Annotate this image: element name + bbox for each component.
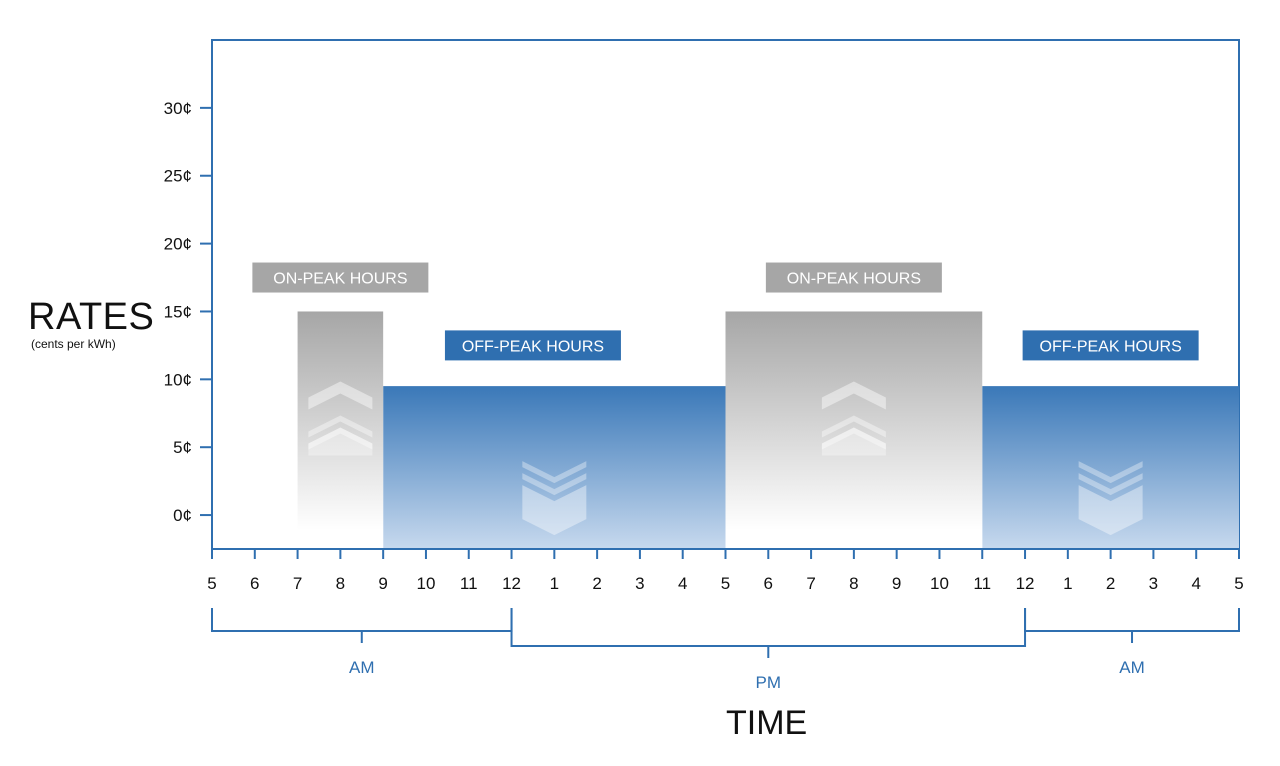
x-tick-label: 8	[849, 574, 858, 593]
off-peak-label-box	[1022, 330, 1199, 361]
x-tick-label: 10	[930, 574, 949, 593]
down-chevron-icon	[522, 473, 587, 496]
on-peak-band-0	[297, 311, 384, 549]
y-tick-label: 25¢	[164, 167, 192, 186]
up-chevron-icon	[308, 381, 373, 410]
up-chevron-icon	[821, 415, 886, 438]
x-tick-label: 5	[207, 574, 216, 593]
y-tick-label: 5¢	[173, 438, 192, 457]
x-tick-label: 3	[1149, 574, 1158, 593]
y-tick-label: 30¢	[164, 99, 192, 118]
y-axis-subtitle: (cents per kWh)	[31, 337, 116, 351]
x-tick-label: 4	[678, 574, 687, 593]
y-tick-label: 0¢	[173, 506, 192, 525]
x-tick-label: 9	[892, 574, 901, 593]
period-bracket-1	[510, 608, 1027, 647]
x-tick-label: 2	[592, 574, 601, 593]
on-peak-label: ON-PEAK HOURS	[787, 271, 921, 288]
period-bracket-2	[1024, 608, 1240, 632]
x-tick-label: 4	[1191, 574, 1200, 593]
on-peak-label-box	[765, 262, 942, 293]
x-tick-label: 12	[502, 574, 521, 593]
y-tick-label: 10¢	[164, 370, 192, 389]
x-tick-label: 1	[550, 574, 559, 593]
period-label: AM	[349, 658, 375, 677]
off-peak-band-0	[383, 386, 726, 549]
on-peak-band-1	[725, 311, 983, 549]
x-tick-label: 11	[973, 574, 991, 593]
off-peak-label-box	[444, 330, 621, 361]
x-tick-label: 8	[336, 574, 345, 593]
x-tick-label: 11	[460, 574, 478, 593]
x-tick-label: 3	[635, 574, 644, 593]
period-bracket-0	[211, 608, 513, 632]
up-chevron-icon	[821, 427, 886, 450]
x-tick-label: 7	[293, 574, 302, 593]
on-peak-label: ON-PEAK HOURS	[273, 271, 407, 288]
y-tick-label: 20¢	[164, 235, 192, 254]
x-tick-label: 1	[1063, 574, 1072, 593]
x-tick-label: 2	[1106, 574, 1115, 593]
x-tick-label: 5	[721, 574, 730, 593]
x-tick-label: 10	[416, 574, 435, 593]
up-chevron-icon	[821, 427, 886, 456]
down-chevron-icon	[522, 485, 587, 536]
x-tick-label: 6	[250, 574, 259, 593]
y-tick-label: 15¢	[164, 302, 192, 321]
down-chevron-icon	[522, 461, 587, 484]
off-peak-label: OFF-PEAK HOURS	[1040, 338, 1182, 355]
x-tick-label: 6	[764, 574, 773, 593]
down-chevron-icon	[1078, 461, 1143, 484]
period-label: AM	[1119, 658, 1145, 677]
up-chevron-icon	[308, 427, 373, 456]
up-chevron-icon	[821, 381, 886, 410]
up-chevron-icon	[308, 427, 373, 450]
x-tick-label: 5	[1234, 574, 1243, 593]
x-tick-label: 12	[1016, 574, 1035, 593]
down-chevron-icon	[1078, 485, 1143, 536]
y-axis-title: RATES	[28, 296, 155, 338]
off-peak-band-1	[982, 386, 1239, 549]
down-chevron-icon	[1078, 473, 1143, 496]
up-chevron-icon	[308, 415, 373, 438]
on-peak-label-box	[252, 262, 429, 293]
x-tick-label: 7	[806, 574, 815, 593]
x-axis-title: TIME	[726, 704, 808, 742]
period-label: PM	[756, 673, 782, 692]
plot-frame	[211, 39, 1240, 549]
off-peak-label: OFF-PEAK HOURS	[462, 338, 604, 355]
x-tick-label: 9	[378, 574, 387, 593]
